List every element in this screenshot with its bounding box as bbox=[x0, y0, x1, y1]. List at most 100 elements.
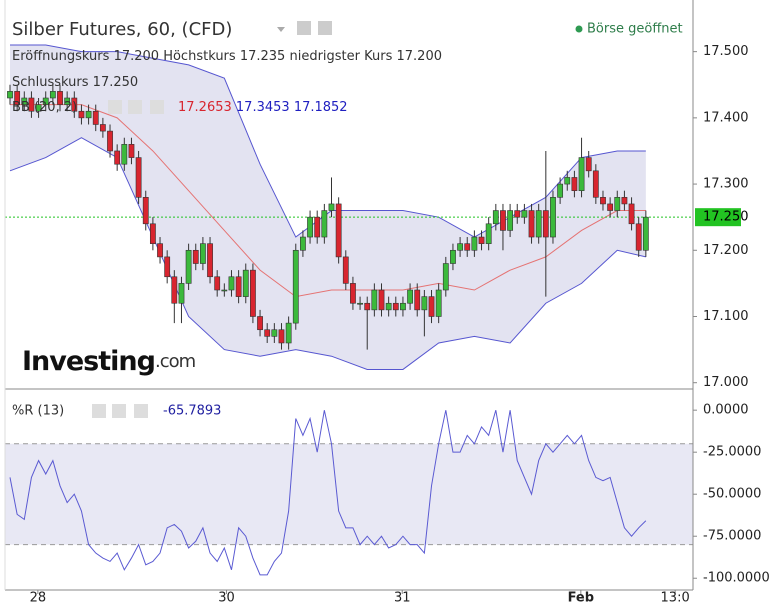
candle-body bbox=[178, 283, 185, 304]
candle-body bbox=[221, 289, 228, 292]
candle-body bbox=[607, 203, 614, 211]
y-tick-label: -25.0000 bbox=[703, 445, 761, 460]
candle-body bbox=[471, 236, 478, 251]
close-legend: Schlusskurs 17.250 bbox=[12, 75, 138, 90]
indicator-icon[interactable] bbox=[112, 404, 126, 418]
candle-body bbox=[414, 289, 421, 311]
candle-body bbox=[292, 249, 299, 324]
x-tick-label: Feb bbox=[568, 591, 594, 605]
overlay: Silber Futures, 60, (CFD) Börse geöffnet… bbox=[12, 19, 683, 419]
candle-body bbox=[285, 322, 292, 344]
candle-body bbox=[485, 223, 492, 244]
candle-body bbox=[35, 104, 42, 112]
candle-body bbox=[592, 170, 599, 198]
candle-body bbox=[135, 157, 142, 198]
candle-body bbox=[542, 210, 549, 238]
y-tick-label: 17.300 bbox=[703, 177, 749, 192]
legend-name: niedrigster Kurs bbox=[289, 49, 392, 64]
indicator-icon[interactable] bbox=[134, 404, 148, 418]
candle-body bbox=[557, 183, 564, 198]
x-tick-label: 13:0 bbox=[661, 591, 690, 605]
candle-body bbox=[407, 289, 413, 304]
candle-body bbox=[357, 302, 363, 305]
candle-body bbox=[385, 302, 392, 311]
legend-value: 17.235 bbox=[240, 49, 286, 64]
bb-mid-value: 17.2653 bbox=[178, 100, 232, 115]
y-tick-label: -100.0000 bbox=[703, 571, 770, 586]
y-tick-label: 17.000 bbox=[703, 375, 749, 390]
candle-body bbox=[392, 302, 399, 311]
candle-body bbox=[28, 97, 35, 112]
candle-body bbox=[92, 110, 99, 125]
band-fill bbox=[5, 443, 693, 545]
candle-body bbox=[335, 203, 342, 258]
candle-body bbox=[171, 276, 178, 304]
candle-body bbox=[185, 249, 192, 284]
candle-body bbox=[157, 243, 163, 258]
candle-body bbox=[342, 256, 349, 284]
candle-body bbox=[507, 210, 514, 231]
candle-body bbox=[99, 124, 106, 132]
bb-values: 17.2653 17.3453 17.1852 bbox=[178, 100, 348, 115]
candle-body bbox=[578, 157, 585, 191]
y-tick-label: -75.0000 bbox=[703, 529, 761, 544]
candle-body bbox=[42, 97, 49, 105]
candle-body bbox=[478, 236, 485, 244]
legend-value: 17.250 bbox=[93, 75, 139, 90]
candle-body bbox=[500, 210, 506, 231]
logo-suffix: .com bbox=[155, 351, 195, 372]
candle-body bbox=[7, 91, 13, 99]
bb-label: BB (20, 2) bbox=[12, 100, 77, 115]
candle-body bbox=[121, 144, 128, 165]
candle-body bbox=[600, 197, 606, 205]
bb-legend: BB (20, 2) bbox=[12, 100, 77, 115]
legend-name: Schlusskurs bbox=[12, 75, 89, 90]
candle-body bbox=[521, 210, 528, 218]
candle-body bbox=[450, 249, 456, 264]
y-tick-label: -50.0000 bbox=[703, 487, 761, 502]
indicator-icon[interactable] bbox=[108, 100, 122, 114]
price-label: 17.250 bbox=[703, 210, 749, 225]
candle-body bbox=[621, 197, 628, 205]
candle-body bbox=[78, 110, 85, 119]
status-dot bbox=[575, 25, 583, 33]
market-status: Börse geöffnet bbox=[587, 22, 683, 37]
candle-body bbox=[64, 97, 71, 105]
bb-upper-value: 17.3453 bbox=[236, 100, 290, 115]
candle-body bbox=[235, 276, 242, 297]
candle-body bbox=[314, 216, 321, 238]
settings-icon[interactable] bbox=[297, 21, 311, 35]
y-tick-label: 0.0000 bbox=[703, 403, 749, 418]
candle-body bbox=[435, 289, 442, 317]
title-dropdown[interactable] bbox=[277, 27, 285, 32]
wr-title: %R (13) bbox=[12, 404, 64, 419]
candle-body bbox=[278, 329, 285, 344]
y-tick-label: 17.400 bbox=[703, 110, 749, 125]
candle-body bbox=[107, 130, 113, 152]
candle-body bbox=[114, 150, 121, 165]
candle-body bbox=[464, 243, 471, 251]
candle-body bbox=[207, 243, 213, 278]
indicator-icon[interactable] bbox=[128, 100, 142, 114]
legend-name: Eröffnungskurs bbox=[12, 49, 110, 64]
candle-body bbox=[550, 197, 556, 238]
candle-body bbox=[164, 256, 171, 278]
candle-body bbox=[585, 157, 592, 172]
wr-line bbox=[9, 410, 647, 576]
candle-body bbox=[142, 197, 149, 225]
candle-body bbox=[614, 197, 621, 211]
candle-body bbox=[428, 296, 435, 317]
candle-body bbox=[21, 97, 28, 105]
indicator-icon[interactable] bbox=[92, 404, 106, 418]
legend-name: Höchstkurs bbox=[163, 49, 236, 64]
candle-body bbox=[642, 216, 649, 251]
candle-body bbox=[250, 269, 256, 317]
ohlc-legend: Eröffnungskurs 17.200 Höchstkurs 17.235 … bbox=[12, 49, 442, 64]
plot: 17.500 17.400 17.300 17.200 17.100 17.000 0.00… bbox=[5, 44, 770, 586]
candle-body bbox=[57, 91, 63, 105]
indicator-icon[interactable] bbox=[150, 100, 164, 114]
gear-icon[interactable] bbox=[318, 21, 332, 35]
x-tick-label: 28 bbox=[30, 591, 47, 605]
candle-body bbox=[421, 296, 428, 311]
